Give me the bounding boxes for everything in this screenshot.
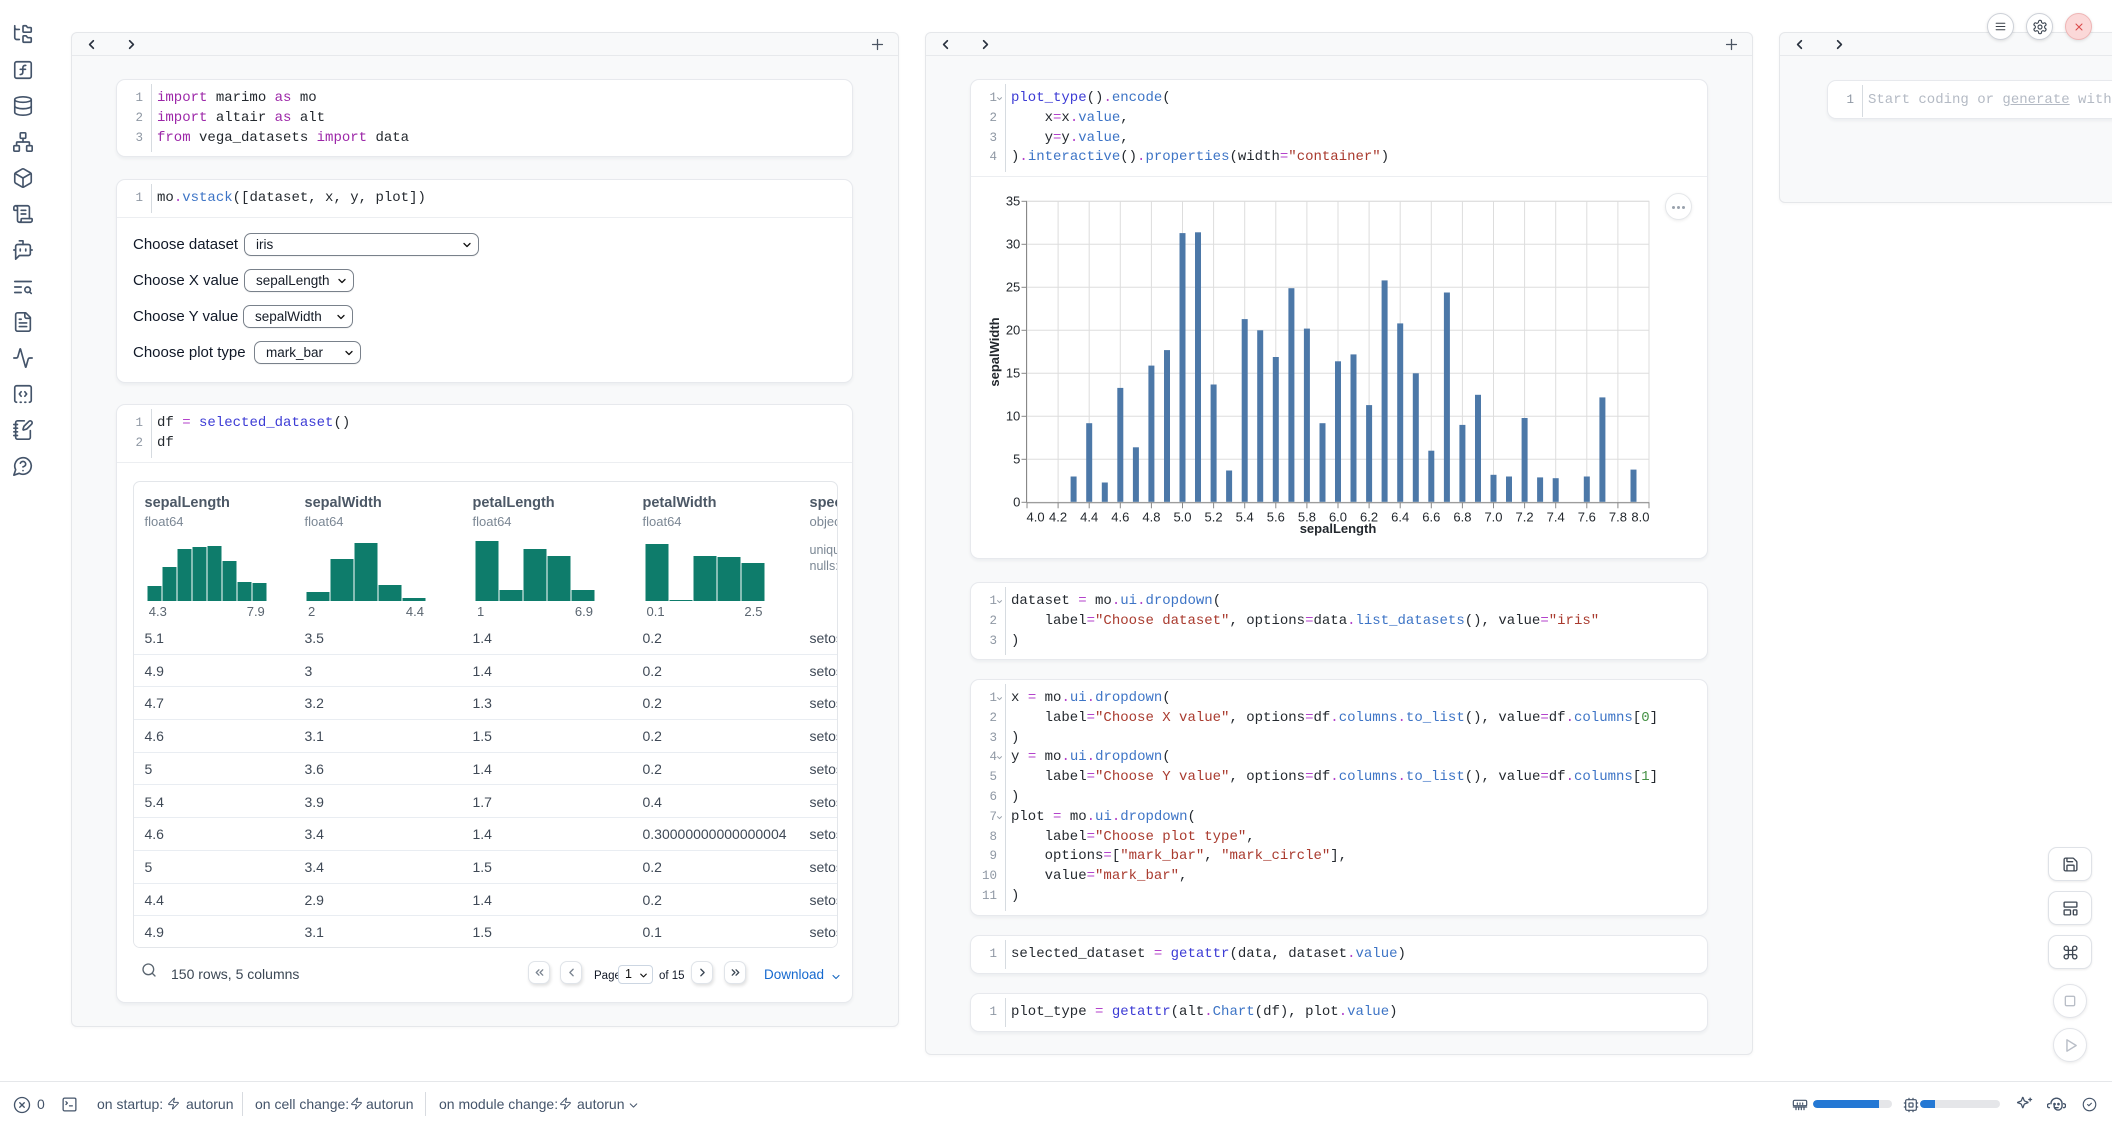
svg-text:5.2: 5.2 [1205,510,1223,525]
svg-text:4.0: 4.0 [1027,510,1045,525]
svg-text:7.4: 7.4 [1547,510,1565,525]
svg-text:20: 20 [1006,323,1020,338]
svg-text:5.0: 5.0 [1173,510,1191,525]
svg-text:4.8: 4.8 [1142,510,1160,525]
svg-text:6.8: 6.8 [1453,510,1471,525]
svg-text:6.0: 6.0 [1329,510,1347,525]
svg-text:8.0: 8.0 [1631,510,1649,525]
svg-text:sepalLength: sepalLength [1300,521,1377,536]
svg-text:6.2: 6.2 [1360,510,1378,525]
svg-text:4.2: 4.2 [1049,510,1067,525]
svg-text:sepalWidth: sepalWidth [987,317,1002,386]
svg-text:0: 0 [1013,495,1020,510]
svg-text:7.2: 7.2 [1516,510,1534,525]
svg-text:5.6: 5.6 [1267,510,1285,525]
svg-text:7.8: 7.8 [1609,510,1627,525]
svg-text:35: 35 [1006,194,1020,209]
svg-text:4.6: 4.6 [1111,510,1129,525]
svg-text:5.8: 5.8 [1298,510,1316,525]
svg-text:5: 5 [1013,452,1020,467]
svg-text:25: 25 [1006,280,1020,295]
svg-text:7.0: 7.0 [1484,510,1502,525]
svg-text:5.4: 5.4 [1236,510,1254,525]
svg-text:6.4: 6.4 [1391,510,1409,525]
svg-text:30: 30 [1006,237,1020,252]
svg-text:10: 10 [1006,409,1020,424]
svg-text:7.6: 7.6 [1578,510,1596,525]
svg-text:4.4: 4.4 [1080,510,1098,525]
svg-text:6.6: 6.6 [1422,510,1440,525]
svg-text:15: 15 [1006,366,1020,381]
